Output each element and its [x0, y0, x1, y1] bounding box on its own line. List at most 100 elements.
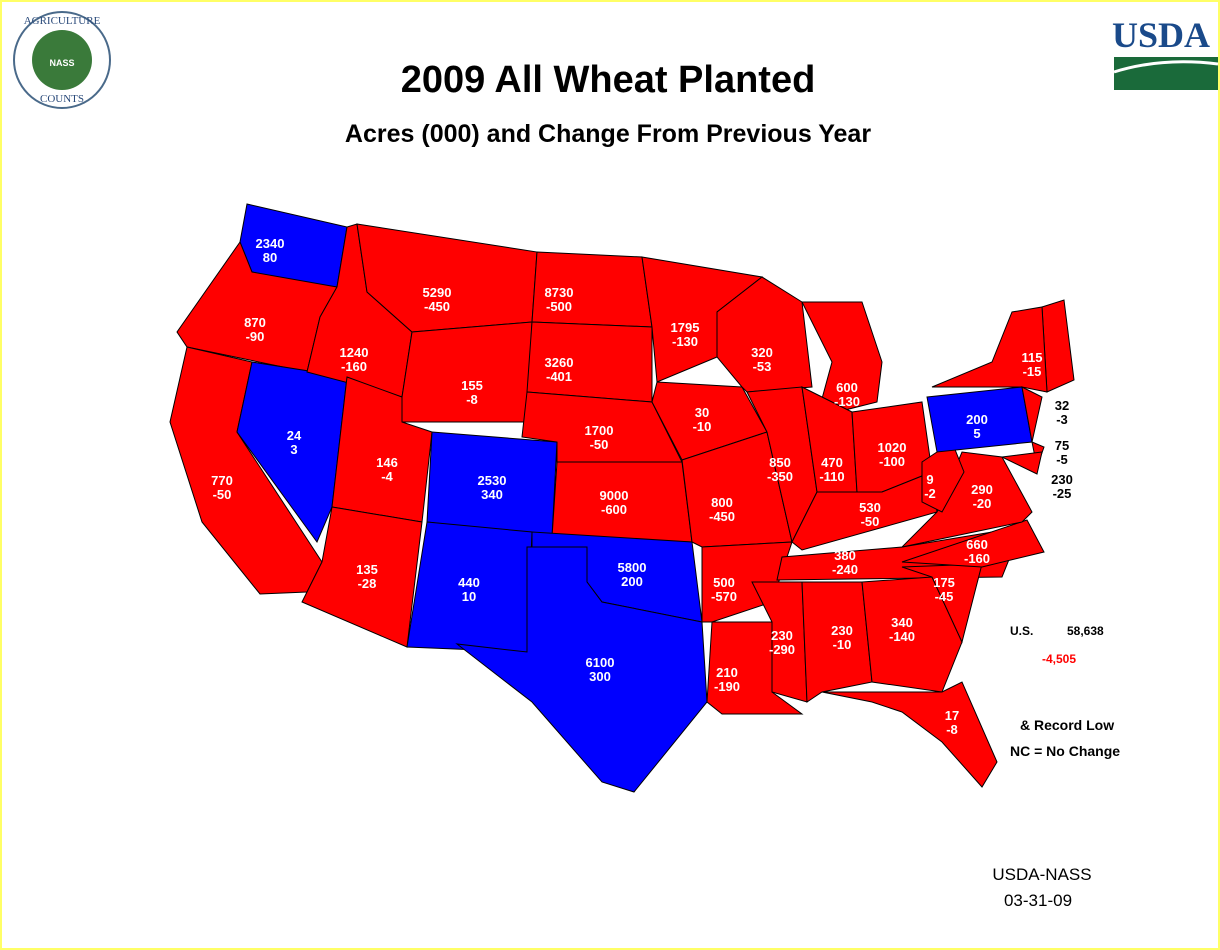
state-acres: 380 — [834, 548, 856, 563]
state-change: -240 — [832, 562, 858, 577]
state-acres: 135 — [356, 562, 378, 577]
state-change: -50 — [213, 487, 232, 502]
state-acres: 500 — [713, 575, 735, 590]
state-change: -450 — [709, 509, 735, 524]
state-acres: 290 — [971, 482, 993, 497]
state-change: -160 — [341, 359, 367, 374]
state-acres: 17 — [945, 708, 959, 723]
state-acres: 470 — [821, 455, 843, 470]
nass-logo: AGRICULTURE COUNTS NASS — [13, 11, 111, 109]
us-change: -4,505 — [1042, 652, 1076, 666]
state-change: -110 — [819, 469, 844, 484]
state-acres: 1795 — [671, 320, 700, 335]
state-change: -15 — [1023, 364, 1042, 379]
footer-source: USDA-NASS — [992, 865, 1091, 884]
state-acres: 800 — [711, 495, 733, 510]
state-acres: 210 — [716, 665, 738, 680]
state-acres: 200 — [966, 412, 988, 427]
state — [1000, 451, 1043, 475]
logo-text: AGRICULTURE — [24, 15, 101, 27]
state — [401, 321, 533, 423]
state-change: -4 — [381, 469, 393, 484]
state-change: -53 — [753, 359, 772, 374]
state-acres: 30 — [695, 405, 709, 420]
state-acres: 32 — [1055, 398, 1069, 413]
state — [801, 581, 873, 703]
logo-text: USDA — [1112, 15, 1210, 55]
us-label: U.S. — [1010, 624, 1033, 638]
state — [301, 506, 423, 648]
logo-band — [1113, 60, 1218, 74]
state-change: 300 — [589, 669, 611, 684]
state-acres: 8730 — [545, 285, 574, 300]
state-change: -130 — [834, 394, 860, 409]
state-change: -350 — [767, 469, 793, 484]
state-change: -140 — [889, 629, 915, 644]
state-change: -10 — [693, 419, 712, 434]
us-acres: 58,638 — [1067, 624, 1104, 638]
title: 2009 All Wheat Planted — [401, 59, 816, 101]
state-acres: 75 — [1055, 438, 1069, 453]
state-change: 5 — [973, 426, 980, 441]
state-acres: 1020 — [878, 440, 907, 455]
state-acres: 9 — [926, 472, 933, 487]
subtitle: Acres (000) and Change From Previous Yea… — [345, 120, 871, 148]
state-acres: 230 — [1051, 472, 1073, 487]
state-acres: 870 — [244, 315, 266, 330]
state-change: -160 — [964, 551, 990, 566]
state-change: -290 — [769, 642, 795, 657]
state-change: -450 — [424, 299, 450, 314]
state — [821, 681, 998, 788]
state-acres: 2340 — [256, 236, 285, 251]
state — [861, 576, 963, 693]
state-acres: 115 — [1022, 350, 1043, 365]
logo-center — [32, 30, 92, 90]
state-acres: 9000 — [600, 488, 629, 503]
state-change: -570 — [711, 589, 737, 604]
state-acres: 155 — [461, 378, 483, 393]
state-acres: 770 — [211, 473, 233, 488]
state-change: -28 — [358, 576, 377, 591]
state — [901, 519, 1045, 568]
state-change: -130 — [672, 334, 698, 349]
state — [801, 301, 883, 418]
state — [751, 581, 808, 703]
state-change: -25 — [1053, 486, 1072, 501]
state-acres: 1240 — [340, 345, 369, 360]
state-acres: 230 — [771, 628, 793, 643]
legend-item: NC = No Change — [1010, 743, 1120, 759]
state-acres: 850 — [769, 455, 791, 470]
state-change: -20 — [973, 496, 992, 511]
state-acres: 660 — [966, 537, 988, 552]
logo-text: COUNTS — [40, 93, 84, 105]
state-change: -10 — [833, 637, 852, 652]
new-england — [1041, 299, 1075, 393]
state — [1021, 386, 1043, 443]
state-change: -5 — [1056, 452, 1068, 467]
state-change: -50 — [590, 437, 609, 452]
state-acres: 320 — [751, 345, 773, 360]
state — [900, 451, 1033, 548]
state-change: 200 — [621, 574, 643, 589]
labels: 234080870-90770-502431240-1605290-450155… — [211, 236, 1073, 737]
state-acres: 175 — [933, 575, 955, 590]
state — [455, 546, 708, 793]
state-change: 340 — [481, 487, 503, 502]
state-change: -500 — [546, 299, 572, 314]
states — [169, 203, 1048, 793]
state-acres: 2530 — [478, 473, 507, 488]
state-acres: 146 — [376, 455, 398, 470]
state-change: 80 — [263, 250, 277, 265]
state-change: -100 — [879, 454, 905, 469]
state-change: -401 — [546, 369, 572, 384]
state-acres: 230 — [831, 623, 853, 638]
logo-text: NASS — [49, 58, 74, 68]
usda-logo: USDA — [1112, 15, 1218, 90]
state-change: -50 — [861, 514, 880, 529]
state-acres: 24 — [287, 428, 302, 443]
state-change: -90 — [246, 329, 265, 344]
state-change: -8 — [946, 722, 958, 737]
legend-item: & Record Low — [1020, 717, 1114, 733]
